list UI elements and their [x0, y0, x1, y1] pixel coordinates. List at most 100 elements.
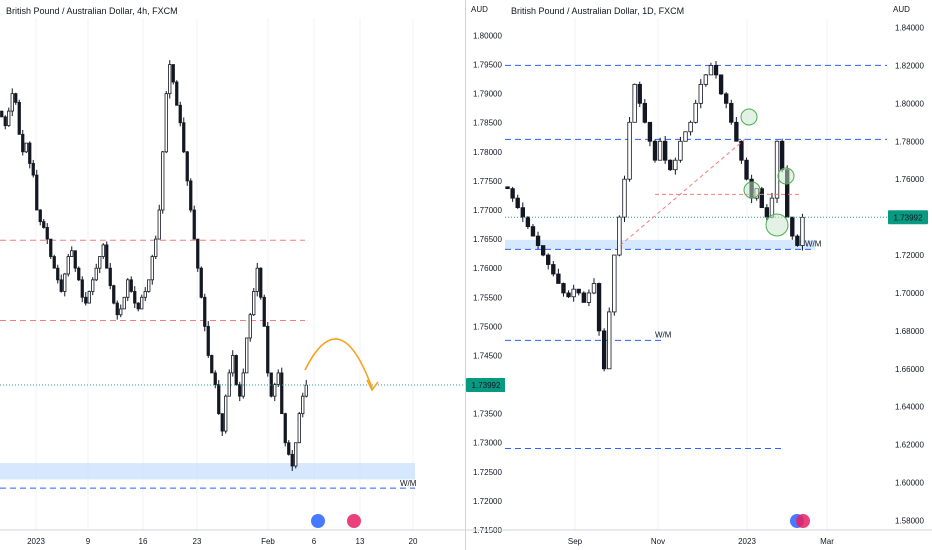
candle [143, 291, 147, 298]
candle [576, 288, 581, 294]
candle [283, 413, 287, 444]
candle [566, 292, 571, 298]
candle [171, 64, 175, 83]
candle [133, 291, 137, 304]
time-tick-label: 9 [86, 537, 91, 546]
time-tick-label: 23 [193, 537, 202, 546]
candle [280, 372, 284, 415]
candle [73, 250, 77, 269]
price-tick-label: 1.75500 [473, 293, 502, 302]
price-tick-label: 1.68000 [895, 327, 924, 336]
demand-zone[interactable] [505, 239, 815, 250]
candle [729, 102, 734, 123]
candle [266, 325, 270, 374]
candle [774, 140, 780, 199]
time-tick-label: 16 [139, 537, 148, 546]
chart-pane-4h[interactable]: British Pound / Australian Dollar, 4h, F… [0, 0, 505, 550]
candle [790, 216, 795, 237]
chart-title-4h: British Pound / Australian Dollar, 4h, F… [6, 6, 178, 16]
candle [157, 209, 161, 240]
candle [38, 209, 42, 223]
pattern-circle[interactable] [777, 167, 795, 185]
candle [642, 102, 648, 123]
candle [91, 279, 95, 292]
candle [301, 395, 305, 415]
candle [35, 174, 39, 211]
candle [713, 65, 719, 76]
candle [540, 245, 546, 256]
candle [683, 131, 688, 142]
time-tick-label: Feb [261, 537, 275, 546]
candle [185, 151, 189, 182]
pattern-circle[interactable] [743, 181, 761, 199]
price-tick-label: 1.79000 [473, 90, 502, 99]
candle [136, 302, 140, 310]
candle [122, 296, 126, 310]
candle [192, 209, 196, 240]
candle [779, 140, 785, 171]
candle [505, 186, 510, 190]
price-tick-label: 1.60000 [895, 479, 924, 488]
current-price-tag [466, 378, 505, 393]
event-icon-uk[interactable] [347, 514, 361, 528]
candle [708, 65, 714, 76]
trend-line[interactable] [619, 137, 748, 246]
candle [739, 140, 744, 161]
candle [698, 83, 703, 104]
candle [182, 122, 186, 153]
candle [178, 104, 182, 124]
candle [627, 121, 632, 180]
candle [87, 291, 91, 304]
candle [108, 267, 112, 287]
candle [304, 384, 308, 397]
candle [535, 235, 541, 246]
candle [617, 216, 622, 256]
chart-pane-1d[interactable]: British Pound / Australian Dollar, 1D, F… [505, 0, 932, 550]
candle [147, 279, 151, 292]
time-tick-label: Mar [820, 537, 834, 546]
candle [199, 267, 203, 298]
price-tick-label: 1.64000 [895, 403, 924, 412]
candle [84, 296, 88, 304]
candle [161, 151, 165, 211]
candle [525, 216, 531, 227]
demand-zone[interactable] [0, 463, 415, 480]
candle [657, 140, 663, 161]
chart-1d-canvas[interactable]: AUD 1.84000 1.82000 1.80000 1.78000 1.76000 1.… [505, 0, 932, 550]
price-tick-label: 1.72500 [473, 468, 502, 477]
candle [276, 372, 280, 385]
price-tick-label: 1.76000 [473, 264, 502, 273]
candle [77, 267, 81, 281]
candle [252, 291, 256, 316]
price-tick-label: 1.76500 [473, 235, 502, 244]
candle [632, 83, 637, 123]
pane-divider[interactable] [465, 0, 466, 550]
candle [693, 102, 698, 123]
candle [546, 254, 551, 265]
time-tick-label: 2023 [738, 537, 756, 546]
candle [255, 267, 259, 292]
price-tick-label: 1.66000 [895, 365, 924, 374]
pattern-circle[interactable] [765, 213, 789, 237]
candle [150, 256, 154, 281]
candle [248, 314, 252, 339]
candle [520, 207, 525, 218]
chart-4h-canvas[interactable]: AUD 1.80000 1.79500 1.79000 1.78500 1.78000 1.… [0, 0, 505, 550]
candle [98, 256, 102, 269]
candle [126, 279, 130, 298]
candle [45, 227, 49, 240]
event-icon-uk[interactable] [796, 514, 810, 528]
price-tick-label: 1.77500 [473, 177, 502, 186]
event-icon-au[interactable] [311, 514, 325, 528]
candle [759, 188, 764, 209]
candle [168, 64, 172, 95]
candle [652, 140, 658, 161]
candle [607, 311, 612, 370]
zone-label: W/M [655, 330, 672, 339]
pattern-circle[interactable] [740, 108, 758, 126]
candle [94, 267, 98, 281]
projection-arrow[interactable] [304, 338, 373, 389]
candle [206, 325, 210, 356]
time-tick-label: Sep [568, 537, 583, 546]
candle [63, 273, 67, 292]
